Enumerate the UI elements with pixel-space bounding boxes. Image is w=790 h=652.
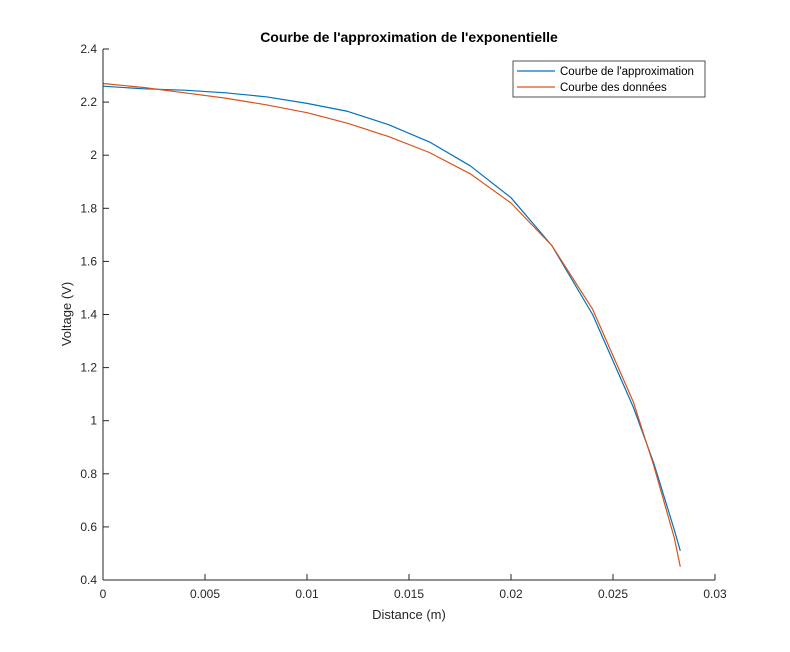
y-tick-label: 1 bbox=[90, 414, 97, 428]
y-tick-label: 2 bbox=[90, 148, 97, 162]
axis-ticks: 0 0.005 0.01 0.015 0.02 0.025 0.03 0.4 0.6 0.8 1 1.… bbox=[80, 42, 727, 601]
x-tick-label: 0.02 bbox=[499, 587, 523, 601]
chart-title: Courbe de l'approximation de l'exponenti… bbox=[260, 29, 558, 45]
y-tick-label: 0.4 bbox=[80, 573, 97, 587]
x-tick-label: 0.015 bbox=[394, 587, 424, 601]
y-tick-label: 2.2 bbox=[80, 95, 97, 109]
legend: Courbe de l'approximation Courbe des don… bbox=[512, 60, 706, 98]
plot-area bbox=[103, 49, 715, 580]
y-tick-label: 1.2 bbox=[80, 361, 97, 375]
y-tick-label: 1.4 bbox=[80, 308, 97, 322]
x-axis-label: Distance (m) bbox=[372, 607, 446, 622]
legend-box bbox=[512, 60, 706, 98]
x-tick-label: 0.025 bbox=[598, 587, 628, 601]
x-tick-label: 0.01 bbox=[295, 587, 319, 601]
x-tick-label: 0.03 bbox=[703, 587, 727, 601]
legend-label-donnees: Courbe des données bbox=[560, 82, 667, 94]
y-tick-label: 2.4 bbox=[80, 42, 97, 56]
y-tick-label: 0.8 bbox=[80, 467, 97, 481]
series-line-approximation bbox=[102, 85, 681, 551]
y-tick-label: 1.6 bbox=[80, 254, 97, 268]
legend-label-approximation: Courbe de l'approximation bbox=[560, 66, 694, 78]
series-line-donnees bbox=[102, 82, 681, 567]
y-tick-label: 0.6 bbox=[80, 520, 97, 534]
y-tick-label: 1.8 bbox=[80, 201, 97, 215]
x-tick-label: 0 bbox=[100, 587, 107, 601]
y-axis-label: Voltage (V) bbox=[59, 282, 74, 346]
x-tick-label: 0.005 bbox=[190, 587, 220, 601]
series-lines bbox=[102, 82, 681, 567]
